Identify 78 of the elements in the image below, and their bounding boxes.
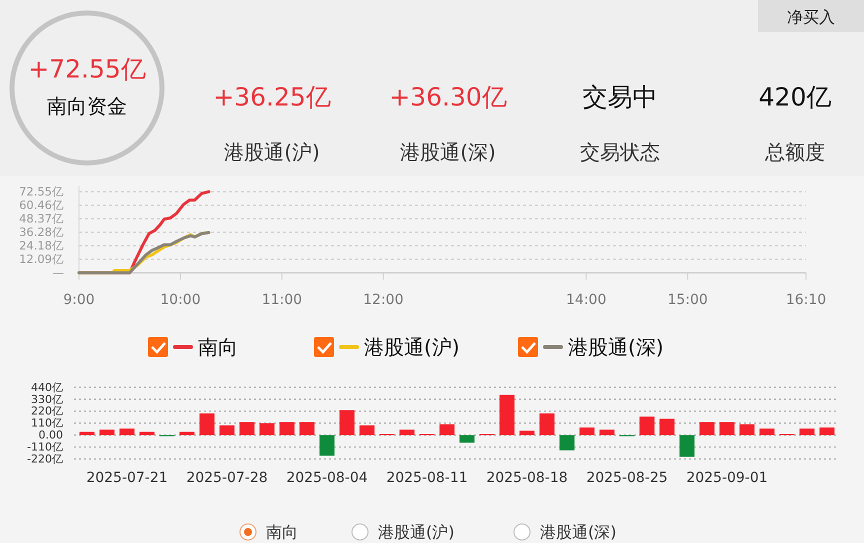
y-tick-label: 0.00 [38,428,63,442]
bar [440,424,454,436]
text: +36.25亿 [213,82,331,112]
text: 港股通(沪) [378,522,454,542]
bar [400,430,414,436]
bar [500,394,514,436]
y-tick-label: 220亿 [31,404,63,418]
bar [800,428,814,436]
legend-label: 港股通(沪) [364,335,460,359]
bar [520,430,534,436]
x-tick-label: 15:00 [667,292,708,308]
x-tick-label: 16:10 [786,292,826,308]
bar [700,422,714,436]
text: 港股通(深) [540,522,616,542]
bar [140,432,154,436]
legend-label: 南向 [198,335,238,359]
x-tick-label: 2025-07-21 [86,470,168,486]
y-tick-label: -110亿 [27,440,63,454]
x-tick-label: 2025-08-18 [486,470,568,486]
x-tick-label: 10:00 [160,292,201,308]
text: 港股通(沪) [224,140,320,164]
x-tick-label: 2025-08-25 [586,470,668,486]
bar [80,432,94,436]
y-tick-label: — [52,266,64,280]
bar [100,430,114,436]
x-tick-label: 12:00 [363,292,404,308]
bar [600,430,614,436]
x-tick-label: 11:00 [262,292,302,308]
text: 420亿 [758,82,832,112]
bar [560,435,574,450]
bar [240,422,254,436]
text: 港股通(深) [400,140,496,164]
bar [640,416,654,436]
bar [340,410,354,436]
text: 交易中 [582,82,658,112]
x-tick-label: 9:00 [63,292,95,308]
text: +72.55亿 [28,54,146,84]
text: 南向资金 [47,94,127,118]
x-tick-label: 2025-08-04 [286,470,368,486]
text: 交易状态 [580,140,660,164]
line-series [78,231,210,274]
bar [280,422,294,436]
bar [820,427,834,436]
text: 总额度 [764,140,825,164]
y-tick-label: -220亿 [27,452,63,466]
y-tick-label: 110亿 [31,416,63,430]
text: +36.30亿 [389,82,507,112]
bar [680,435,694,457]
bar [740,424,754,436]
bar [320,435,334,456]
bar [220,425,234,436]
y-tick-label: 72.55亿 [19,184,64,199]
x-tick-label: 2025-07-28 [186,470,268,486]
bar [580,427,594,436]
bar [300,422,314,436]
bar [760,428,774,436]
x-tick-label: 2025-09-01 [686,470,768,486]
legend-label: 港股通(深) [568,335,664,359]
y-tick-label: 24.18亿 [19,238,64,253]
bar [720,422,734,436]
y-tick-label: 330亿 [31,392,63,406]
y-tick-label: 48.37亿 [19,212,64,226]
text: 南向 [266,522,298,542]
bar [120,428,134,436]
bar [660,418,674,436]
bar [180,432,194,436]
bar [540,413,554,436]
y-tick-label: 60.46亿 [19,198,64,212]
x-tick-label: 2025-08-11 [386,470,468,486]
y-tick-label: 36.28亿 [19,225,64,240]
y-tick-label: 440亿 [31,380,63,394]
bar [200,413,214,436]
y-tick-label: 12.09亿 [19,252,64,266]
bar [260,423,274,436]
bar [460,435,474,443]
bar [360,425,374,436]
text: 净买入 [787,8,835,26]
x-tick-label: 14:00 [566,292,606,308]
